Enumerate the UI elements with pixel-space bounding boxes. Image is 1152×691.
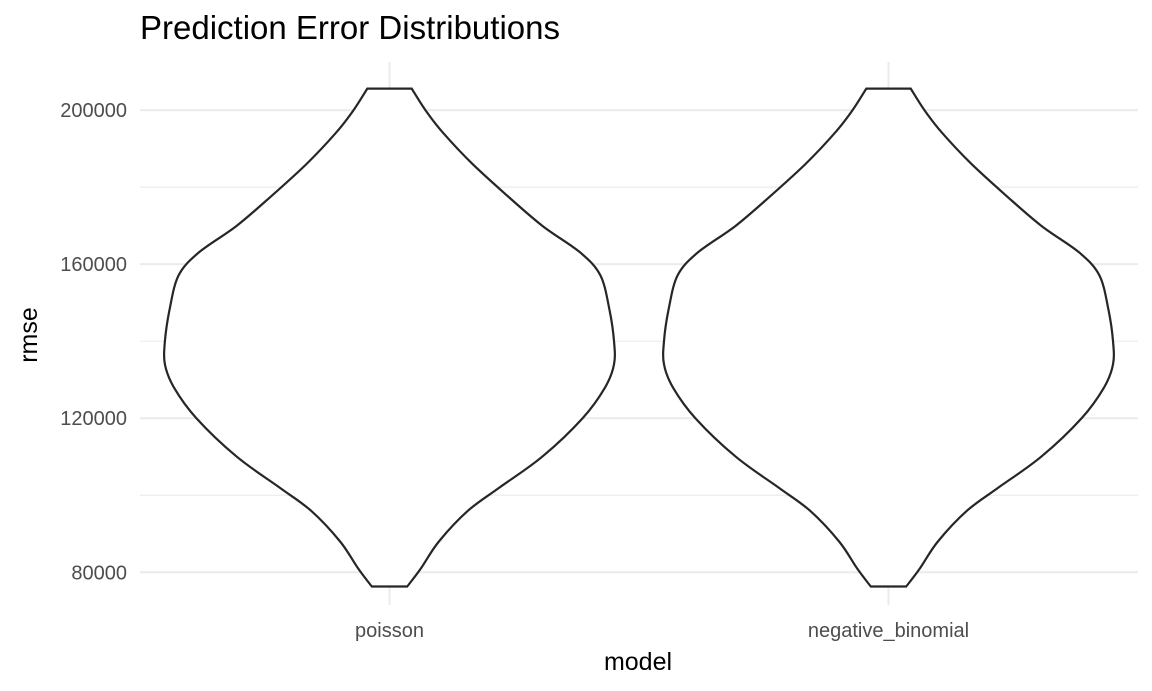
x-axis-ticks: poisson negative_binomial	[355, 620, 969, 642]
y-tick-label: 120000	[60, 408, 127, 430]
violins	[163, 87, 1115, 588]
x-tick-label: negative_binomial	[808, 620, 969, 642]
chart-title: Prediction Error Distributions	[140, 9, 560, 46]
x-axis-title: model	[604, 648, 672, 676]
x-tick-label: poisson	[355, 620, 424, 642]
violin-poisson	[163, 87, 616, 588]
y-tick-label: 80000	[71, 562, 127, 584]
y-axis-ticks: 80000 120000 160000 200000	[60, 100, 127, 584]
y-axis-title: rmse	[15, 307, 43, 363]
y-tick-label: 160000	[60, 254, 127, 276]
violin-negative-binomial	[662, 87, 1115, 588]
y-tick-label: 200000	[60, 100, 127, 122]
